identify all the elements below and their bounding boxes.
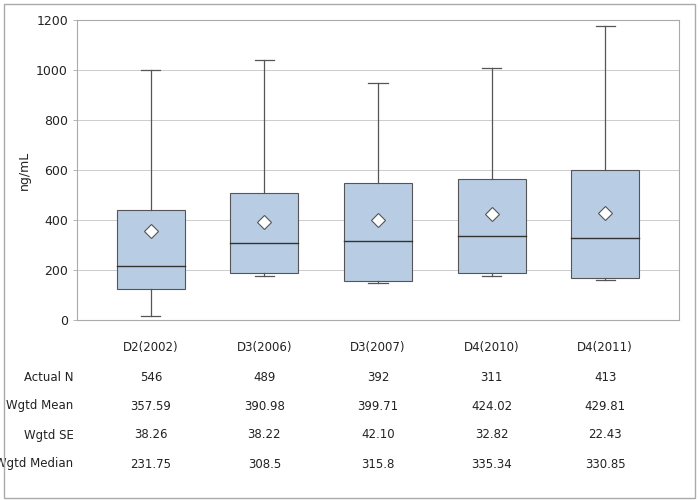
Text: 489: 489 [253, 371, 276, 384]
Text: 357.59: 357.59 [130, 400, 172, 412]
Text: 22.43: 22.43 [589, 428, 622, 442]
Text: 424.02: 424.02 [471, 400, 512, 412]
Bar [458, 179, 526, 273]
Text: D3(2006): D3(2006) [237, 341, 292, 354]
Text: 311: 311 [480, 371, 503, 384]
Text: D4(2010): D4(2010) [464, 341, 519, 354]
Text: 390.98: 390.98 [244, 400, 285, 412]
Text: 330.85: 330.85 [585, 458, 626, 470]
Bar [230, 192, 298, 273]
Text: 399.71: 399.71 [358, 400, 398, 412]
Bar [571, 170, 639, 278]
Text: 315.8: 315.8 [361, 458, 395, 470]
Text: Actual N: Actual N [24, 371, 74, 384]
Text: D4(2011): D4(2011) [578, 341, 633, 354]
Text: 42.10: 42.10 [361, 428, 395, 442]
Text: D2(2002): D2(2002) [123, 341, 178, 354]
Text: 413: 413 [594, 371, 617, 384]
Text: 308.5: 308.5 [248, 458, 281, 470]
Text: 231.75: 231.75 [130, 458, 172, 470]
Text: 429.81: 429.81 [584, 400, 626, 412]
Text: 38.22: 38.22 [248, 428, 281, 442]
Bar [117, 210, 185, 289]
Text: D3(2007): D3(2007) [350, 341, 406, 354]
Bar [344, 183, 412, 281]
Text: 38.26: 38.26 [134, 428, 167, 442]
Text: 392: 392 [367, 371, 389, 384]
Text: 32.82: 32.82 [475, 428, 508, 442]
Text: 546: 546 [139, 371, 162, 384]
Text: Wgtd Mean: Wgtd Mean [6, 400, 74, 412]
Text: 335.34: 335.34 [471, 458, 512, 470]
Text: Wgtd Median: Wgtd Median [0, 458, 74, 470]
Y-axis label: ng/mL: ng/mL [18, 150, 31, 190]
Text: Wgtd SE: Wgtd SE [24, 428, 74, 442]
